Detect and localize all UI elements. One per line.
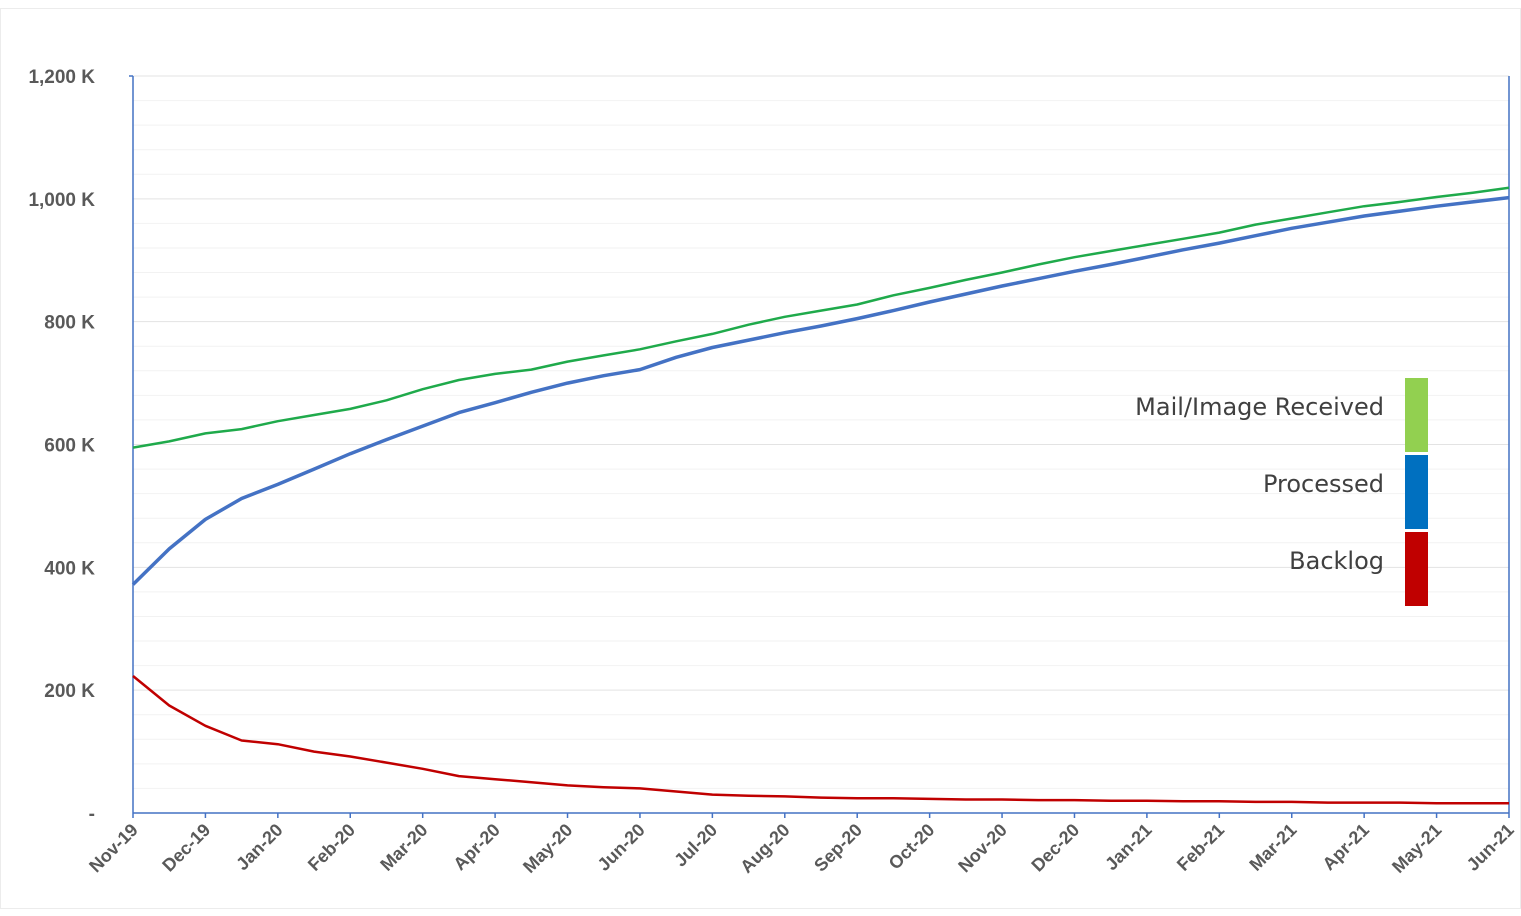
series-line-mail-image-received [132, 186, 1510, 449]
y-tick-label: 1,000 K [28, 190, 95, 211]
legend-swatch-mail-image-received [1405, 378, 1428, 452]
legend-label-mail-image-received: Mail/Image Received [1135, 393, 1384, 421]
legend-swatch-processed [1405, 455, 1428, 529]
legend: Mail/Image Received Processed Backlog [1135, 378, 1428, 606]
legend-label-processed: Processed [1263, 470, 1384, 498]
chart-border [0, 8, 1521, 909]
data-series [131, 186, 1510, 805]
y-axis-tick-labels: - 200 K 400 K 600 K 800 K 1,000 K 1,200 K [28, 67, 95, 825]
y-tick-label: 400 K [44, 558, 95, 579]
y-tick-label: - [89, 804, 95, 825]
y-tick-label: 1,200 K [28, 67, 95, 88]
y-tick-label: 600 K [44, 436, 95, 457]
gridlines [133, 75, 1509, 789]
y-tick-label: 200 K [44, 681, 95, 702]
series-line-processed [131, 195, 1510, 586]
y-tick-label: 800 K [44, 313, 95, 334]
series-line-backlog [132, 675, 1509, 805]
legend-swatch-backlog [1405, 532, 1428, 606]
legend-label-backlog: Backlog [1289, 547, 1384, 575]
